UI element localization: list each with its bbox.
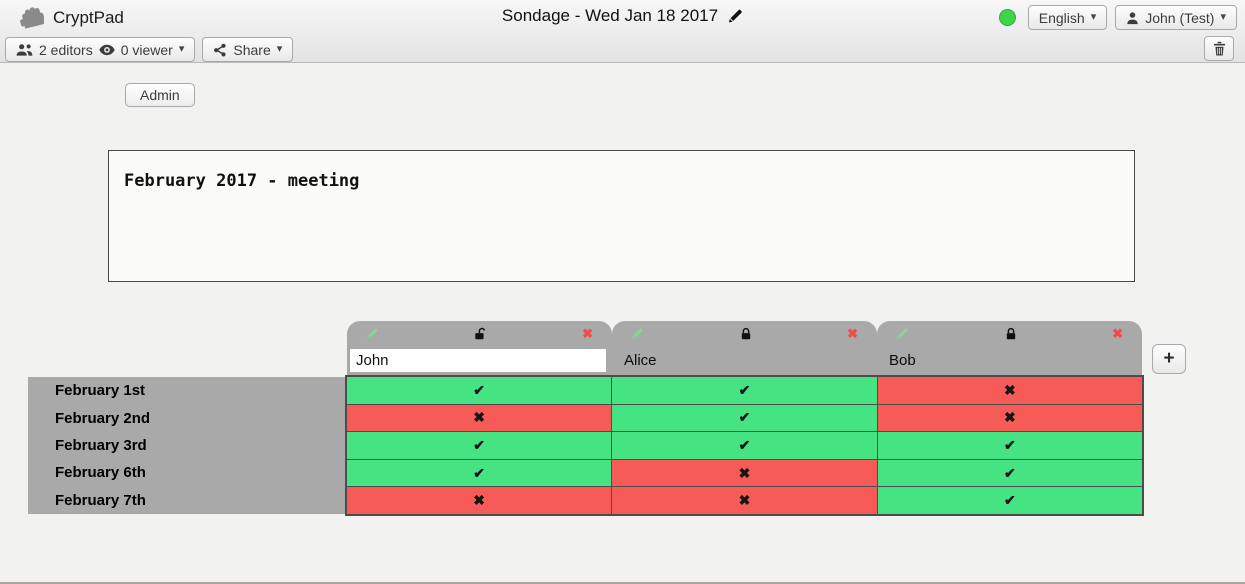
- row-label: February 7th: [55, 491, 146, 509]
- fist-logo-icon: [14, 3, 44, 32]
- editors-icon: [16, 43, 33, 57]
- vote-cell[interactable]: ✔: [877, 487, 1142, 514]
- poll-votes-grid: ✔ ✔ ✖ ✖ ✔ ✖ ✔ ✔ ✔ ✔ ✖ ✔ ✖ ✖ ✔: [345, 375, 1144, 516]
- poll-column-tab: ✖ Alice: [612, 321, 877, 375]
- poll-description-box: February 2017 - meeting: [108, 150, 1135, 282]
- edit-title-pencil-icon[interactable]: [727, 8, 743, 24]
- vote-cell[interactable]: ✔: [877, 432, 1142, 459]
- vote-cell[interactable]: ✔: [347, 377, 612, 404]
- poll-column-tab: ✖ Bob: [877, 321, 1142, 375]
- lock-icon[interactable]: [1004, 327, 1018, 341]
- row-label: February 6th: [55, 464, 146, 482]
- row-label: February 3rd: [55, 437, 147, 455]
- column-name-label: Bob: [889, 352, 916, 369]
- delete-column-icon[interactable]: ✖: [582, 326, 593, 341]
- viewers-count-label: 0 viewer: [120, 41, 173, 58]
- userlist-dropdown[interactable]: 2 editors 0 viewer ▾: [5, 37, 196, 62]
- vote-cell[interactable]: ✖: [612, 459, 877, 487]
- user-icon: [1126, 11, 1139, 25]
- poll-column-tab: ✖: [347, 321, 612, 375]
- chevron-down-icon: ▾: [1220, 11, 1226, 23]
- vote-cell[interactable]: ✔: [347, 432, 612, 459]
- chevron-down-icon: ▾: [178, 43, 185, 55]
- edit-column-icon[interactable]: [896, 327, 909, 340]
- column-name-input[interactable]: [350, 349, 606, 372]
- vote-cell[interactable]: ✖: [877, 404, 1142, 432]
- editors-count-label: 2 editors: [39, 41, 93, 58]
- delete-column-icon[interactable]: ✖: [1112, 326, 1123, 341]
- vote-cell[interactable]: ✔: [612, 404, 877, 432]
- viewers-eye-icon: [99, 44, 115, 56]
- user-label: John (Test): [1145, 9, 1215, 26]
- vote-cell[interactable]: ✖: [612, 487, 877, 514]
- chevron-down-icon: ▾: [276, 43, 283, 55]
- poll-columns: ✖: [347, 321, 1142, 375]
- edit-column-icon[interactable]: [631, 327, 644, 340]
- lock-icon[interactable]: [739, 327, 753, 341]
- share-dropdown[interactable]: Share ▾: [202, 37, 294, 62]
- vote-cell[interactable]: ✔: [877, 459, 1142, 487]
- vote-cell[interactable]: ✖: [877, 377, 1142, 404]
- poll-row-labels: February 1st February 2nd February 3rd Febr…: [28, 377, 347, 514]
- vote-cell[interactable]: ✖: [347, 404, 612, 432]
- row-label: February 1st: [55, 382, 146, 400]
- toolbar: CryptPad Sondage - Wed Jan 18 2017 Engli…: [0, 0, 1245, 63]
- add-column-button[interactable]: +: [1152, 344, 1186, 374]
- chevron-down-icon: ▾: [1090, 11, 1097, 23]
- vote-cell[interactable]: ✔: [612, 432, 877, 459]
- admin-button[interactable]: Admin: [125, 83, 195, 107]
- vote-cell[interactable]: ✔: [347, 459, 612, 487]
- unlock-icon[interactable]: [474, 327, 488, 341]
- cryptpad-logo-area: CryptPad: [14, 3, 124, 32]
- language-dropdown[interactable]: English ▾: [1027, 5, 1108, 30]
- document-title: Sondage - Wed Jan 18 2017: [501, 6, 719, 25]
- edit-column-icon[interactable]: [366, 327, 379, 340]
- window-bottom-border: [0, 582, 1245, 584]
- vote-cell[interactable]: ✔: [612, 377, 877, 404]
- app-name: CryptPad: [53, 7, 124, 27]
- user-menu-dropdown[interactable]: John (Test) ▾: [1115, 5, 1237, 30]
- trash-button[interactable]: [1204, 36, 1234, 61]
- trash-icon: [1213, 41, 1226, 56]
- language-label: English: [1038, 9, 1085, 26]
- connection-status-dot: [998, 9, 1016, 26]
- share-icon: [213, 43, 227, 57]
- vote-cell[interactable]: ✖: [347, 487, 612, 514]
- row-label: February 2nd: [55, 409, 151, 427]
- share-label: Share: [233, 41, 271, 58]
- column-name-label: Alice: [624, 352, 657, 369]
- delete-column-icon[interactable]: ✖: [847, 326, 858, 341]
- poll-description-input[interactable]: February 2017 - meeting: [109, 151, 1134, 281]
